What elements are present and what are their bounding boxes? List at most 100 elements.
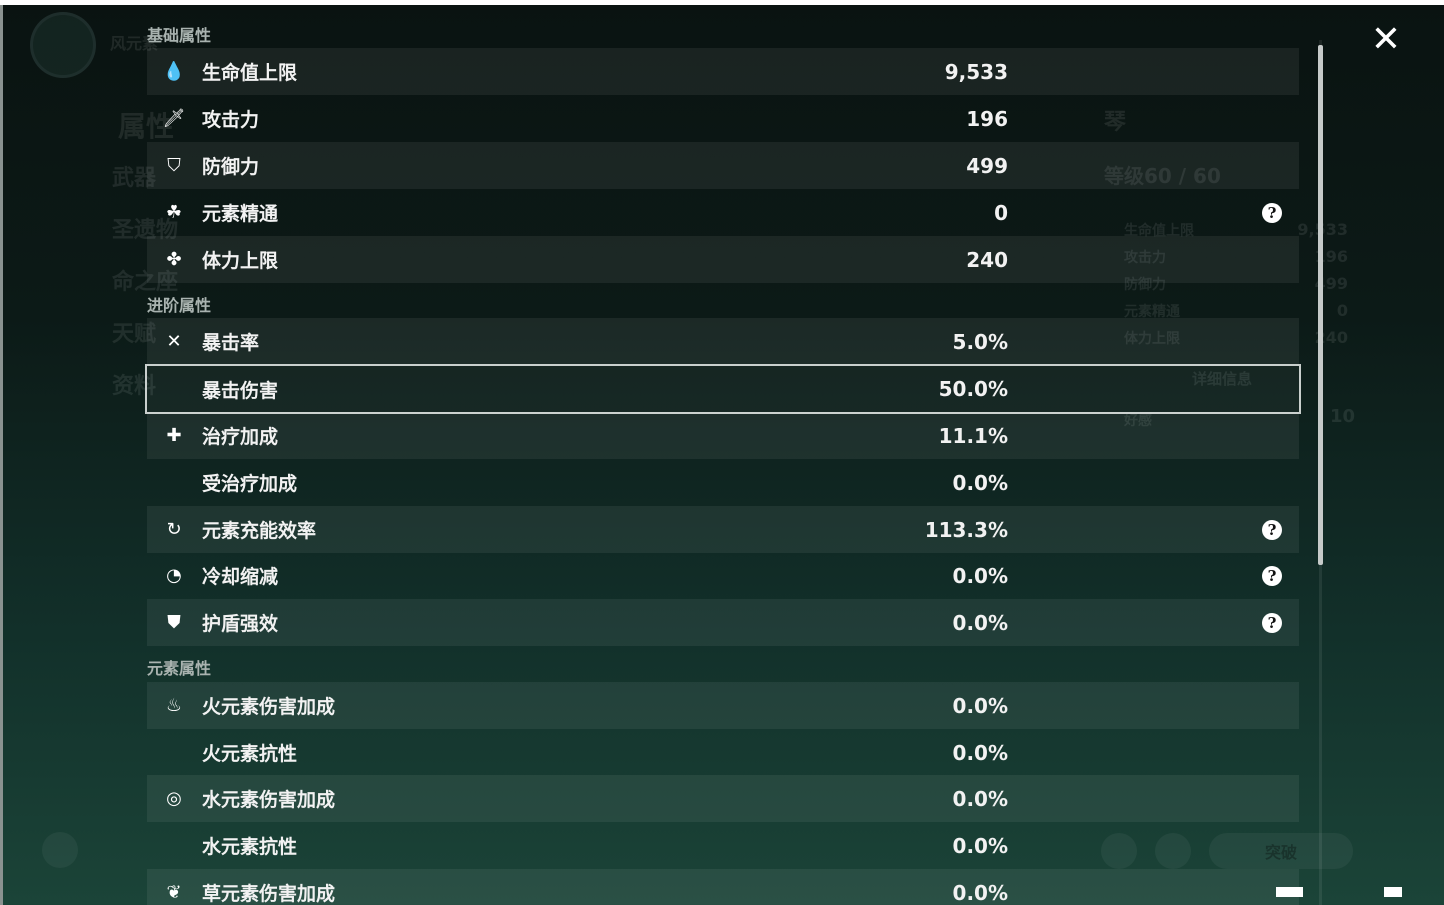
stat-row[interactable]: 💧 生命值上限 9,533 [147, 48, 1299, 95]
stat-value: 499 [966, 153, 1008, 178]
close-button[interactable]: ✕ [1370, 19, 1402, 60]
stat-value: 5.0% [952, 329, 1008, 354]
pixel-artifact [1384, 887, 1402, 897]
hp-drop-icon: 💧 [162, 61, 186, 82]
anemo-emblem-icon [30, 12, 96, 78]
bg-friendship-label: 好感 [1124, 413, 1152, 429]
stat-value: 0 [994, 200, 1008, 225]
bg-level: 等级60 / 60 [1104, 164, 1221, 188]
bg-menu-item: 资料 [112, 374, 157, 399]
bg-character-name: 琴 [1104, 110, 1127, 135]
pyro-icon: ♨ [165, 695, 183, 716]
bg-menu-grid-icon [42, 832, 78, 868]
scrollbar-thumb[interactable] [1318, 45, 1323, 565]
stat-value: 113.3% [924, 517, 1008, 542]
stat-value: 0.0% [952, 610, 1008, 635]
stat-label: 元素精通 [202, 203, 279, 225]
bg-card-icon [1101, 833, 1137, 869]
stat-row[interactable]: 火元素抗性 0.0% [147, 729, 1299, 776]
stat-value: 0.0% [952, 740, 1008, 765]
stat-row[interactable]: 暴击伤害 50.0% [145, 364, 1301, 414]
bg-stat-label: 防御力 [1124, 277, 1166, 293]
stat-label: 冷却缩减 [202, 566, 279, 588]
help-icon[interactable]: ? [1262, 519, 1282, 540]
bg-stat-label: 元素精通 [1124, 304, 1180, 320]
bg-menu-item: 天赋 [112, 322, 157, 347]
help-icon[interactable]: ? [1262, 565, 1282, 586]
stamina-icon: ✤ [166, 249, 182, 270]
bg-menu-item: 武器 [112, 166, 157, 191]
bg-menu-item: 属性 [118, 110, 175, 143]
stat-value: 9,533 [944, 59, 1008, 84]
stat-row[interactable]: ↻ 元素充能效率 113.3%? [147, 506, 1299, 553]
defense-shield-icon: ⛉ [167, 155, 181, 176]
stat-value: 11.1% [938, 423, 1008, 448]
stat-label: 火元素抗性 [202, 743, 298, 765]
stat-label: 火元素伤害加成 [202, 696, 336, 718]
window-left-edge [0, 5, 3, 905]
stat-label: 护盾强效 [202, 613, 279, 635]
stat-value: 0.0% [952, 786, 1008, 811]
window-top-bar [0, 0, 1444, 5]
help-icon[interactable]: ? [1262, 202, 1282, 223]
bg-menu-item: 命之座 [112, 270, 179, 295]
stat-row[interactable]: ❦ 草元素伤害加成 0.0% [147, 869, 1299, 905]
stat-label: 受治疗加成 [202, 473, 298, 495]
hydro-icon: ◎ [166, 788, 182, 809]
section-title: 基础属性 [147, 26, 212, 45]
stat-label: 草元素伤害加成 [202, 883, 336, 905]
stat-row[interactable]: ♨ 火元素伤害加成 0.0% [147, 682, 1299, 729]
stat-label: 生命值上限 [202, 62, 298, 84]
stat-label: 元素充能效率 [202, 520, 317, 542]
stat-row[interactable]: 🗡 攻击力 196 [147, 95, 1299, 142]
stat-row[interactable]: ◎ 水元素伤害加成 0.0% [147, 775, 1299, 822]
stat-value: 0.0% [952, 563, 1008, 588]
stat-value: 0.0% [952, 880, 1008, 905]
stat-label: 暴击率 [202, 332, 260, 354]
stat-row[interactable]: ⛊ 护盾强效 0.0%? [147, 599, 1299, 646]
bg-menu-item: 圣遗物 [112, 218, 179, 243]
stat-row[interactable]: ✚ 治疗加成 11.1% [147, 412, 1299, 459]
stat-value: 0.0% [952, 470, 1008, 495]
crit-damage-icon [163, 378, 185, 400]
stat-row[interactable]: ◔ 冷却缩减 0.0%? [147, 552, 1299, 599]
stat-row[interactable]: ✕ 暴击率 5.0% [147, 318, 1299, 365]
bg-ascend-button: 突破 [1209, 833, 1353, 869]
stat-label: 暴击伤害 [202, 379, 279, 402]
bg-friendship-value: 10 [1330, 406, 1356, 427]
bg-details-button: 详细信息 [1192, 370, 1253, 388]
stat-value: 50.0% [938, 377, 1008, 401]
stat-label: 体力上限 [202, 250, 279, 272]
healing-cross-icon: ✚ [166, 425, 182, 446]
section-title: 元素属性 [147, 659, 212, 678]
bg-stat-label: 攻击力 [1124, 250, 1166, 266]
help-icon[interactable]: ? [1262, 612, 1282, 633]
stat-label: 治疗加成 [202, 426, 279, 448]
elemental-mastery-icon: ☘ [165, 202, 183, 223]
bg-wardrobe-icon [1155, 833, 1191, 869]
stat-value: 240 [966, 247, 1008, 272]
dendro-icon: ❦ [166, 882, 182, 903]
stat-row[interactable]: ☘ 元素精通 0? [147, 189, 1299, 236]
bg-stat-label: 体力上限 [1124, 331, 1180, 347]
stat-label: 攻击力 [202, 109, 260, 131]
stat-label: 水元素抗性 [202, 836, 298, 858]
stat-value: 0.0% [952, 693, 1008, 718]
stat-row[interactable]: 水元素抗性 0.0% [147, 822, 1299, 869]
bg-stat-label: 生命值上限 [1124, 223, 1194, 239]
stat-row[interactable]: 受治疗加成 0.0% [147, 459, 1299, 506]
stat-label: 防御力 [202, 156, 260, 178]
bg-element-title: 风元素 [110, 34, 159, 53]
stat-row[interactable]: ✤ 体力上限 240 [147, 236, 1299, 283]
shield-strength-icon: ⛊ [167, 612, 181, 633]
cooldown-icon: ◔ [166, 565, 182, 586]
stat-value: 0.0% [952, 833, 1008, 858]
bg-stat-value: 0 [1336, 301, 1348, 320]
stat-value: 196 [966, 106, 1008, 131]
stat-label: 水元素伤害加成 [202, 789, 336, 811]
crit-rate-icon: ✕ [166, 331, 182, 352]
attack-sword-icon: 🗡 [162, 108, 186, 129]
section-title: 进阶属性 [147, 296, 212, 315]
stat-row[interactable]: ⛉ 防御力 499 [147, 142, 1299, 189]
pixel-artifact [1276, 887, 1303, 897]
